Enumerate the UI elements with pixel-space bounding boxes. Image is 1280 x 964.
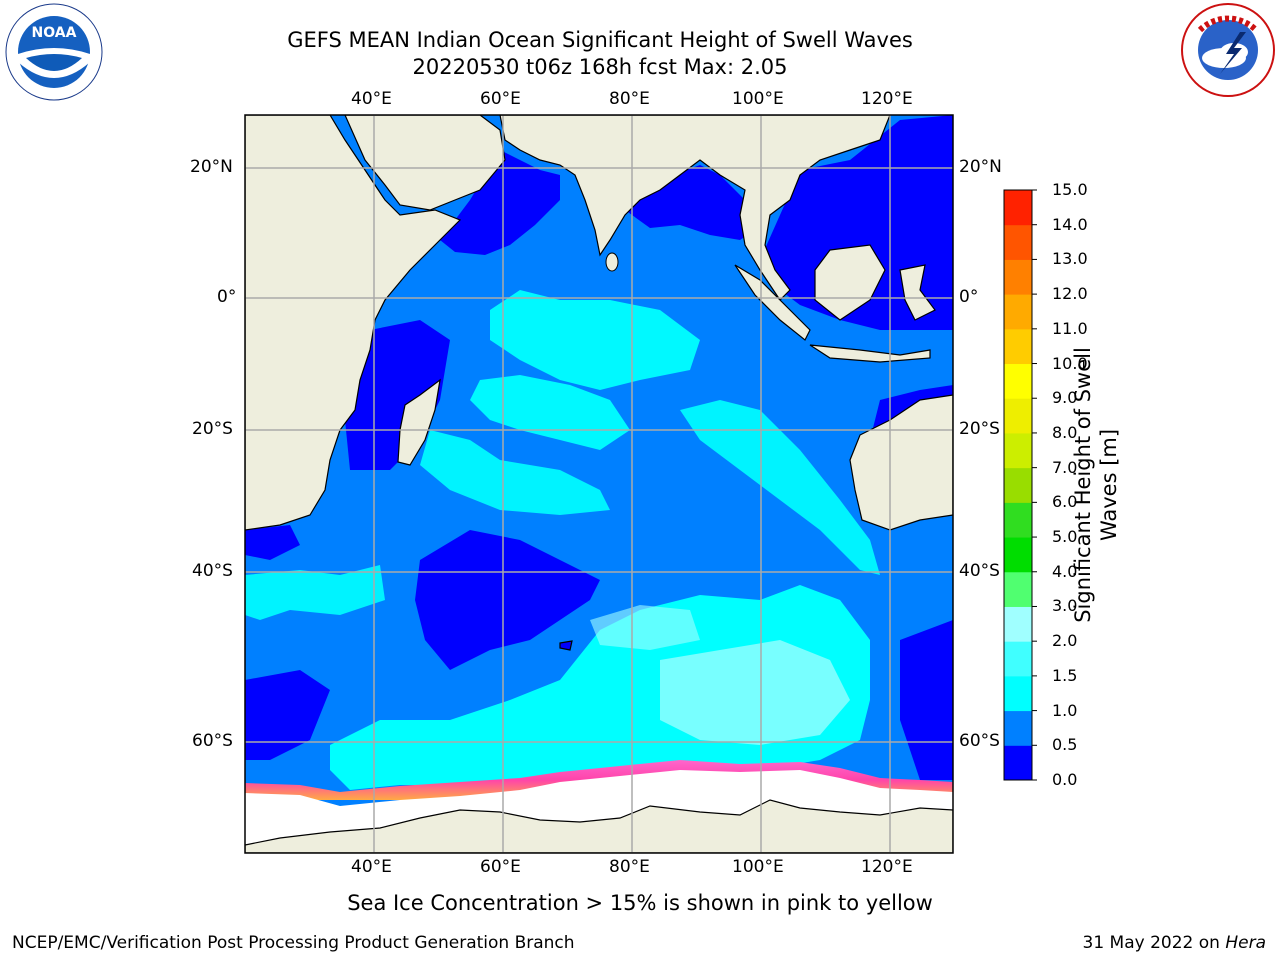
chart-subtitle: 20220530 t06z 168h fcst Max: 2.05 [412,55,788,79]
low-swell-sw-edge [245,525,300,560]
colorbar-swatch [1004,432,1032,469]
colorbar-tick-label: 2.0 [1052,631,1078,651]
footer-machine: Hera [1225,933,1266,953]
low-swell-sw-corner [245,670,330,760]
land-madagascar [397,378,441,466]
colorbar-swatch [1004,190,1032,226]
lat-label-left: 60°S [192,731,233,751]
colorbar-tick-label: 13.0 [1052,249,1088,269]
footer-branch: NCEP/EMC/Verification Post Processing Pr… [12,933,575,953]
land-arabia [344,115,506,211]
lon-label-bottom: 40°E [351,857,392,877]
lon-label-top: 40°E [351,89,392,109]
swell-band-central [470,375,630,450]
colorbar-tick-label: 3.0 [1052,596,1078,616]
swell-band-equatorial [490,290,700,390]
lon-label-top: 80°E [609,89,650,109]
swell-band-diagonal [680,400,880,575]
swell-band-mid-south [420,430,610,515]
colorbar-tick-label: 11.0 [1052,318,1088,338]
lat-label-right: 40°S [959,561,1000,581]
swell-band-sw [245,565,385,620]
colorbar-swatch [1004,571,1032,607]
footer-date: 31 May 2022 on Hera [1083,933,1267,953]
land-kerguelen [559,640,573,651]
lat-label-left: 20°N [190,157,233,177]
low-swell-arabian-sea [440,150,560,255]
colorbar-swatch [1004,641,1032,677]
lon-label-bottom: 80°E [609,857,650,877]
lat-label-left: 40°S [192,561,233,581]
colorbar-swatch [1004,745,1032,781]
noaa-logo: NOAA [5,3,103,101]
colorbar-frame [1003,189,1033,781]
colorbar-swatch [1004,363,1032,399]
colorbar-swatch [1004,537,1032,573]
colorbar-swatch [1004,294,1032,330]
land-sri-lanka [605,252,619,272]
colorbar-tick-label: 15.0 [1052,180,1088,199]
colorbar-tick-label: 7.0 [1052,457,1078,477]
land-antarctica [245,799,953,853]
lon-label-bottom: 100°E [732,857,784,877]
colorbar-tick-label: 9.0 [1052,388,1078,408]
colorbar-swatch [1004,328,1032,365]
svg-text:NOAA: NOAA [32,25,77,41]
lat-label-right: 20°N [959,157,1002,177]
lon-label-bottom: 120°E [861,857,913,877]
land-sulawesi [899,264,936,321]
lat-label-right: 60°S [959,731,1000,751]
colorbar-tick-label: 10.0 [1052,353,1088,373]
chart-title: GEFS MEAN Indian Ocean Significant Heigh… [287,28,913,52]
graticule [245,115,953,853]
footer-date-text: 31 May 2022 on [1082,933,1220,953]
sea-ice-caption: Sea Ice Concentration > 15% is shown in … [347,891,933,915]
land-borneo [814,244,886,321]
colorbar-tick-label: 8.0 [1052,422,1078,442]
colorbar-swatch [1004,224,1032,260]
lon-label-top: 60°E [480,89,521,109]
colorbar-title-line1: Significant Height of Swell [1071,347,1095,623]
colorbar-tick-label: 0.0 [1052,770,1078,789]
land-java [809,344,931,363]
lat-label-left: 20°S [192,419,233,439]
lon-label-bottom: 60°E [480,857,521,877]
colorbar-swatch [1004,259,1032,295]
land-india-asia [499,115,891,301]
colorbar-title-line2: Waves [m] [1097,428,1121,542]
colorbar-tick-label: 12.0 [1052,284,1088,304]
nws-logo [1181,3,1275,97]
colorbar-swatch [1004,467,1032,503]
map-frame [244,114,954,854]
swell-peak-mid [590,605,700,650]
colorbar-swatch [1004,675,1032,712]
land-sumatra [734,264,811,341]
colorbar-swatch [1004,398,1032,434]
colorbar-tick-label: 1.5 [1052,665,1078,685]
land-australia [849,394,953,531]
swell-peak-southern [660,640,850,745]
colorbar-tick-label: 5.0 [1052,527,1078,547]
land-africa [245,115,462,531]
colorbar [1003,189,1037,781]
colorbar-tick-label: 1.0 [1052,700,1078,720]
colorbar-swatch [1004,710,1032,746]
colorbar-tick-label: 0.5 [1052,735,1078,755]
low-swell-south-central [415,530,600,670]
colorbar-tick-label: 14.0 [1052,214,1088,234]
lat-label-right: 20°S [959,419,1000,439]
colorbar-swatch [1004,502,1032,538]
colorbar-swatch [1004,606,1032,642]
low-swell-se-corner [900,620,953,780]
lat-label-right: 0° [959,287,979,307]
colorbar-tick-label: 4.0 [1052,561,1078,581]
lon-label-top: 100°E [732,89,784,109]
colorbar-tick-label: 6.0 [1052,492,1078,512]
lat-label-left: 0° [217,287,237,307]
lon-label-top: 120°E [861,89,913,109]
